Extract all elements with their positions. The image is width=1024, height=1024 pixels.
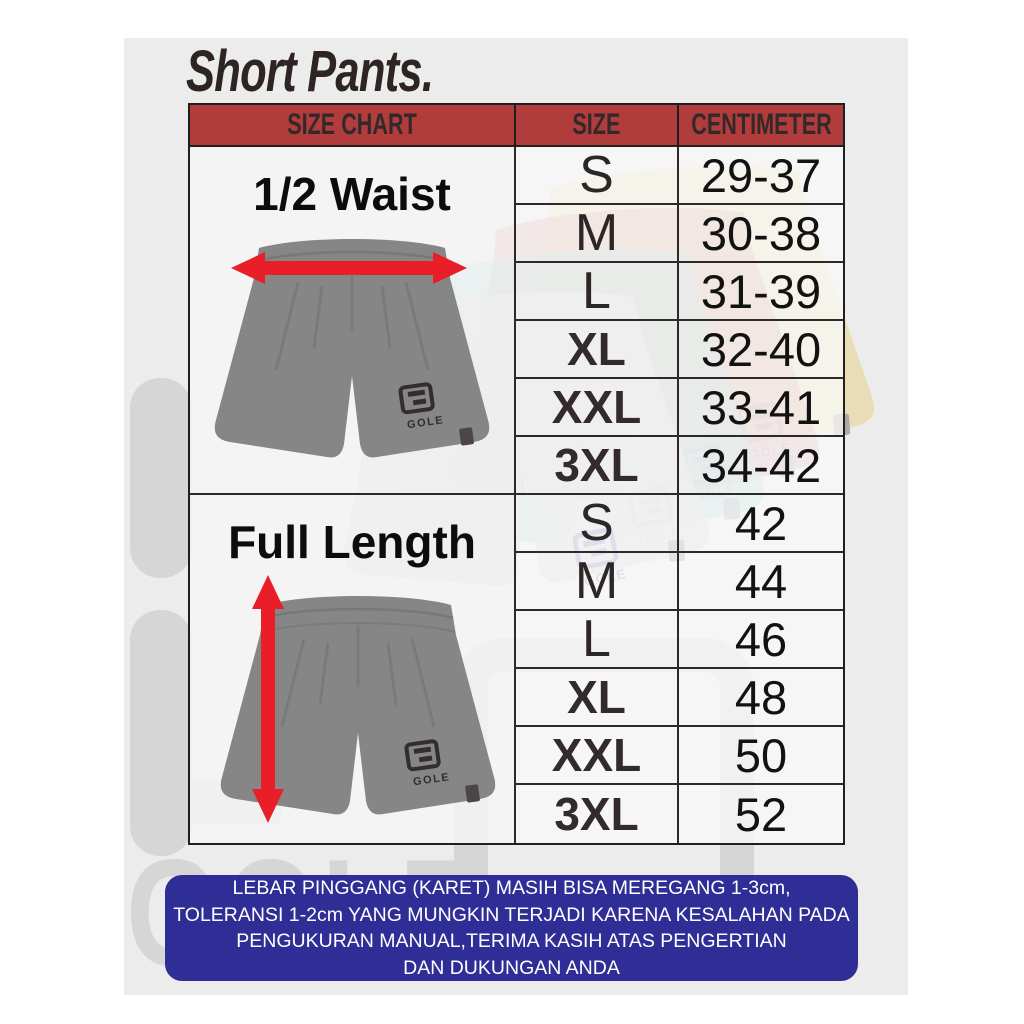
size-cell: S bbox=[516, 494, 679, 553]
cm-cell: 30-38 bbox=[679, 205, 843, 263]
size-cell: 3XL bbox=[516, 785, 679, 843]
note-line: TOLERANSI 1-2cm YANG MUNGKIN TERJADI KAR… bbox=[173, 903, 850, 926]
header-size: SIZE bbox=[516, 105, 679, 147]
size-cell: L bbox=[516, 262, 679, 321]
cm-cell: 50 bbox=[679, 727, 843, 785]
note-line: DAN DUKUNGAN ANDA bbox=[403, 956, 620, 979]
size-cell: 3XL bbox=[516, 437, 679, 495]
header-size-label: SIZE bbox=[572, 108, 621, 141]
size-table: SIZE CHART SIZE CENTIMETER 1/2 Waist bbox=[188, 103, 845, 845]
cm-cell: 31-39 bbox=[679, 263, 843, 321]
size-cell: XXL bbox=[516, 727, 679, 785]
size-cell: XL bbox=[516, 321, 679, 379]
note-line: LEBAR PINGGANG (KARET) MASIH BISA MEREGA… bbox=[232, 877, 791, 899]
header-size-chart-label: SIZE CHART bbox=[287, 108, 417, 141]
note-line: PENGUKURAN MANUAL,TERIMA KASIH ATAS PENG… bbox=[236, 930, 787, 952]
size-cell: XXL bbox=[516, 379, 679, 437]
size-cell: M bbox=[516, 552, 679, 611]
size-cell: XL bbox=[516, 669, 679, 727]
full-length-label: Full Length bbox=[228, 516, 476, 568]
cm-cell: 42 bbox=[679, 495, 843, 553]
page-title: Short Pants. bbox=[186, 39, 434, 104]
cm-cell: 48 bbox=[679, 669, 843, 727]
size-cell: S bbox=[516, 146, 679, 205]
header-centimeter: CENTIMETER bbox=[679, 105, 843, 147]
cm-cell: 29-37 bbox=[679, 147, 843, 205]
length-height-arrow-icon bbox=[252, 575, 284, 823]
size-cell: L bbox=[516, 610, 679, 669]
brand-logo-text: GOLE bbox=[406, 414, 444, 431]
cm-cell: 46 bbox=[679, 611, 843, 669]
cm-cell: 33-41 bbox=[679, 379, 843, 437]
waist-width-arrow-icon bbox=[231, 252, 467, 284]
cm-cell: 34-42 bbox=[679, 437, 843, 495]
half-waist-label: 1/2 Waist bbox=[253, 168, 451, 220]
brand-logo-text: GOLE bbox=[412, 771, 450, 788]
size-cell: M bbox=[516, 204, 679, 263]
cm-cell: 52 bbox=[679, 785, 843, 843]
shorts-illustration: GOLE bbox=[220, 596, 496, 815]
measure-cell-half-waist: 1/2 Waist GOLE bbox=[190, 147, 516, 495]
cm-cell: 32-40 bbox=[679, 321, 843, 379]
content-canvas: GOLE Short Pants. SIZE CHART SIZE CENTIM… bbox=[124, 38, 908, 995]
watermark-logo-bar bbox=[130, 378, 192, 578]
header-centimeter-label: CENTIMETER bbox=[690, 108, 832, 141]
note-banner: LEBAR PINGGANG (KARET) MASIH BISA MEREGA… bbox=[165, 875, 858, 981]
cm-cell: 44 bbox=[679, 553, 843, 611]
header-size-chart: SIZE CHART bbox=[190, 105, 516, 147]
measure-cell-full-length: Full Length GOLE bbox=[190, 495, 516, 843]
